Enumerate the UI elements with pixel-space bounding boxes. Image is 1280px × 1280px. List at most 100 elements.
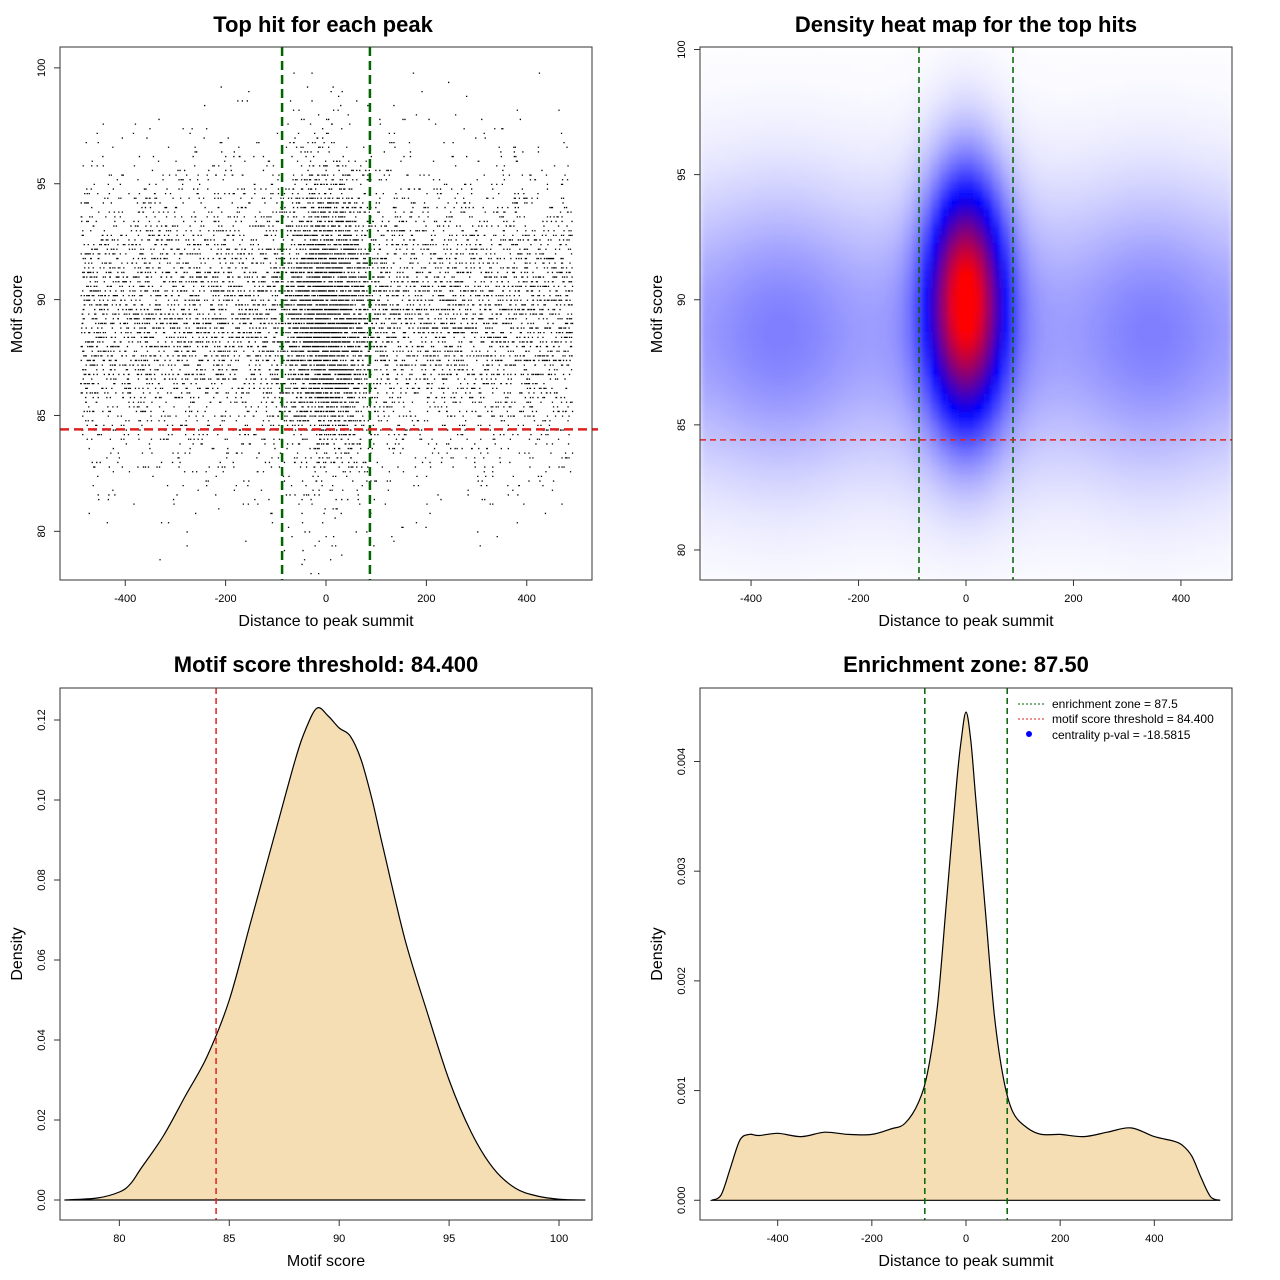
heatmap-cell	[744, 313, 754, 323]
heatmap-cell	[1125, 224, 1136, 235]
heatmap-cell	[930, 100, 940, 110]
heatmap-cell	[833, 384, 843, 395]
heatmap-cell	[735, 553, 745, 563]
heatmap-cell	[1205, 500, 1215, 510]
heatmap-cell	[1028, 215, 1038, 226]
heatmap-cell	[957, 544, 967, 554]
heatmap-cell	[753, 482, 763, 492]
heatmap-cell	[824, 366, 834, 377]
heatmap-cell	[1178, 242, 1189, 252]
heatmap-cell	[957, 269, 967, 279]
heatmap-cell	[797, 420, 807, 430]
heatmap-cell	[850, 340, 861, 350]
heatmap-cell	[948, 571, 958, 580]
heatmap-cell	[895, 153, 905, 164]
heatmap-cell	[877, 55, 887, 66]
heatmap-cell	[1196, 393, 1206, 403]
heatmap-cell	[948, 144, 958, 155]
heatmap-cell	[762, 535, 772, 546]
heatmap-cell	[1019, 198, 1029, 208]
heatmap-cell	[859, 47, 870, 57]
heatmap-cell	[877, 189, 887, 199]
heatmap-cell	[735, 109, 745, 119]
heatmap-cell	[1178, 144, 1189, 155]
heatmap-cell	[983, 482, 994, 492]
heatmap-cell	[1223, 437, 1232, 448]
heatmap-cell	[1196, 64, 1206, 75]
heatmap-cell	[877, 135, 887, 146]
heatmap-cell	[1116, 384, 1127, 395]
heatmap-cell	[708, 331, 719, 341]
heatmap-cell	[886, 553, 896, 563]
heatmap-cell	[983, 491, 994, 501]
heatmap-cell	[1187, 153, 1198, 164]
heatmap-cell	[957, 82, 967, 92]
heatmap-cell	[1161, 455, 1171, 466]
heatmap-cell	[1107, 464, 1118, 474]
heatmap-cell	[992, 491, 1003, 501]
heatmap-cell	[1196, 411, 1206, 421]
heatmap-cell	[1178, 420, 1189, 430]
heatmap-cell	[1019, 64, 1029, 75]
heatmap-cell	[966, 242, 976, 252]
heatmap-cell	[939, 100, 949, 110]
heatmap-cell	[1019, 171, 1029, 181]
heatmap-cell	[762, 251, 772, 261]
heatmap-cell	[1125, 553, 1136, 563]
heatmap-cell	[1054, 180, 1065, 190]
heatmap-cell	[1196, 562, 1206, 572]
heatmap-cell	[912, 491, 923, 501]
heatmap-cell	[912, 242, 923, 252]
heatmap-cell	[1072, 562, 1082, 572]
heatmap-cell	[921, 251, 932, 261]
heatmap-x-axis: -400 -200 0 200 400	[740, 579, 1190, 605]
heatmap-cell	[753, 126, 763, 137]
heatmap-cell	[735, 340, 745, 350]
heatmap-cell	[886, 393, 896, 403]
heatmap-cell	[1169, 153, 1180, 164]
heatmap-cell	[708, 571, 719, 580]
heatmap-cell	[1072, 393, 1082, 403]
heatmap-cell	[1161, 206, 1171, 217]
heatmap-cell	[1028, 553, 1038, 563]
heatmap-cell	[753, 313, 763, 323]
heatmap-cell	[1063, 73, 1073, 84]
heatmap-cell	[868, 357, 878, 368]
heatmap-cell	[1063, 286, 1073, 297]
heatmap-cell	[1010, 500, 1020, 510]
heatmap-cell	[1036, 446, 1047, 457]
heatmap-cell	[700, 562, 710, 572]
heatmap-cell	[886, 402, 896, 412]
heatmap-cell	[1134, 233, 1144, 244]
heatmap-cell	[735, 260, 745, 270]
heatmap-cell	[1223, 260, 1232, 270]
heatmap-cell	[1214, 349, 1224, 359]
heatmap-cell	[912, 295, 923, 306]
heatmap-cell	[912, 64, 923, 75]
heatmap-cell	[948, 304, 958, 315]
heatmap-cell	[700, 331, 710, 341]
heatmap-cell	[868, 171, 878, 181]
heatmap-cell	[903, 464, 914, 474]
heatmap-cell	[930, 233, 940, 244]
heatmap-cell	[1054, 508, 1065, 519]
heatmap-cell	[868, 286, 878, 297]
heatmap-cell	[974, 402, 985, 412]
heatmap-cell	[806, 260, 816, 270]
heatmap-cell	[877, 340, 887, 350]
heatmap-cell	[1072, 375, 1082, 386]
heatmap-cell	[726, 357, 737, 368]
heatmap-cell	[957, 437, 967, 448]
heatmap-cell	[1028, 233, 1038, 244]
heatmap-cell	[717, 55, 728, 66]
heatmap-cell	[1090, 544, 1100, 554]
heatmap-cells	[700, 47, 1232, 580]
heatmap-cell	[1205, 384, 1215, 395]
heatmap-cell	[1010, 233, 1020, 244]
y-tick-label: 90	[676, 294, 688, 306]
heatmap-cell	[717, 206, 728, 217]
heatmap-cell	[1205, 357, 1215, 368]
heatmap-cell	[1178, 464, 1189, 474]
heatmap-cell	[1001, 491, 1011, 501]
heatmap-cell	[762, 402, 772, 412]
